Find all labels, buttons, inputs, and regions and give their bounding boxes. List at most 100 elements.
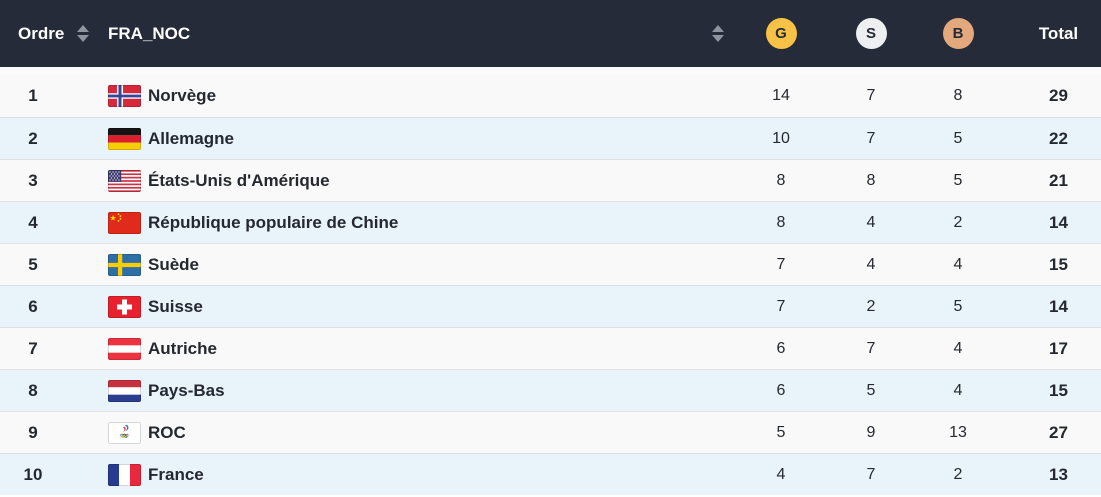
country-name: États-Unis d'Amérique [148,170,330,190]
total-count: 27 [1049,422,1068,442]
silver-count: 7 [866,339,876,357]
country-name: Suisse [148,296,203,316]
france-flag-icon [108,463,141,486]
country-cell: France [108,463,736,486]
table-row: 5 Suède 7 4 4 15 [0,243,1101,285]
gold-count: 14 [772,87,790,104]
country-cell: Norvège [108,85,736,107]
gold-count: 10 [772,129,790,147]
country-cell: Suisse [108,295,736,318]
usa-flag-icon [108,169,141,192]
bronze-count: 8 [953,87,963,104]
rank-cell: 4 [28,212,38,232]
silver-count: 8 [866,171,876,189]
rank-cell: 1 [28,86,38,105]
table-row: 4 République populaire de Chine 8 4 2 14 [0,201,1101,243]
bronze-count: 2 [953,465,963,483]
total-count: 14 [1049,296,1068,316]
germany-flag-icon [108,127,141,150]
country-name: Pays-Bas [148,380,225,400]
netherlands-flag-icon [108,379,141,402]
bronze-count: 5 [953,129,963,147]
total-count: 17 [1049,338,1068,358]
bronze-count: 4 [953,339,963,357]
roc-flag-icon [108,421,141,444]
rank-cell: 9 [28,422,38,442]
column-header-silver[interactable]: S [826,18,916,49]
total-count: 15 [1049,254,1068,274]
total-count: 14 [1049,212,1068,232]
bronze-count: 4 [953,255,963,273]
total-count: 13 [1049,464,1068,484]
china-flag-icon [108,211,141,234]
gold-count: 6 [776,381,786,399]
column-header-total-label: Total [1038,23,1079,43]
country-cell: Allemagne [108,127,736,150]
country-cell: République populaire de Chine [108,211,736,234]
bronze-count: 4 [953,381,963,399]
rank-cell: 2 [28,128,38,148]
total-count: 22 [1049,128,1068,148]
gold-count: 5 [776,423,786,441]
country-name: ROC [148,422,186,442]
country-name: Autriche [148,338,217,358]
country-name: Norvège [148,86,217,105]
table-body: 1 Norvège 14 7 8 29 2 Allemagne 10 7 5 2… [0,75,1101,495]
silver-count: 4 [866,255,876,273]
column-header-rank[interactable]: Ordre [0,24,108,44]
silver-count: 4 [866,213,876,231]
table-row: 6 Suisse 7 2 5 14 [0,285,1101,327]
sort-icon[interactable] [712,25,724,42]
silver-count: 9 [866,423,876,441]
country-name: France [148,464,204,484]
table-row: 9 ROC 5 9 13 27 [0,411,1101,453]
table-row: 8 Pays-Bas 6 5 4 15 [0,369,1101,411]
gold-count: 8 [776,171,786,189]
gold-medal-icon: G [765,18,797,49]
rank-cell: 3 [28,170,38,190]
silver-medal-icon: S [855,18,887,49]
rank-cell: 7 [28,338,38,358]
total-count: 29 [1049,86,1068,105]
rank-cell: 5 [28,254,38,274]
country-cell: Pays-Bas [108,379,736,402]
silver-count: 5 [866,381,876,399]
country-cell: Autriche [108,337,736,360]
total-count: 21 [1049,170,1068,190]
table-header: Ordre FRA_NOC G S B Total [0,0,1101,67]
table-row: 2 Allemagne 10 7 5 22 [0,117,1101,159]
country-cell: ROC [108,421,736,444]
country-cell: Suède [108,253,736,276]
rank-cell: 8 [28,380,38,400]
column-header-noc-label: FRA_NOC [108,23,191,43]
column-header-gold[interactable]: G [736,18,826,49]
column-header-bronze[interactable]: B [916,18,1000,49]
gold-count: 4 [776,465,786,483]
sweden-flag-icon [108,253,141,276]
gold-count: 7 [776,255,786,273]
gold-count: 6 [776,339,786,357]
table-row: 3 États-Unis d'Amérique 8 8 5 21 [0,159,1101,201]
rank-cell: 6 [28,296,38,316]
bronze-count: 2 [953,213,963,231]
country-name: Allemagne [148,128,234,148]
column-header-rank-label: Ordre [18,23,65,43]
switzerland-flag-icon [108,295,141,318]
header-spacer [0,67,1101,75]
column-header-noc[interactable]: FRA_NOC [108,24,736,44]
bronze-count: 13 [949,423,967,441]
bronze-count: 5 [953,171,963,189]
table-row: 7 Autriche 6 7 4 17 [0,327,1101,369]
country-name: Suède [148,254,200,274]
gold-count: 8 [776,213,786,231]
silver-count: 7 [866,465,876,483]
sort-icon[interactable] [77,25,90,42]
table-row: 10 France 4 7 2 13 [0,453,1101,495]
table-row: 1 Norvège 14 7 8 29 [0,75,1101,117]
bronze-medal-icon: B [942,18,974,49]
column-header-total[interactable]: Total [1000,24,1101,44]
silver-count: 7 [866,129,876,147]
country-name: République populaire de Chine [148,212,399,232]
austria-flag-icon [108,337,141,360]
